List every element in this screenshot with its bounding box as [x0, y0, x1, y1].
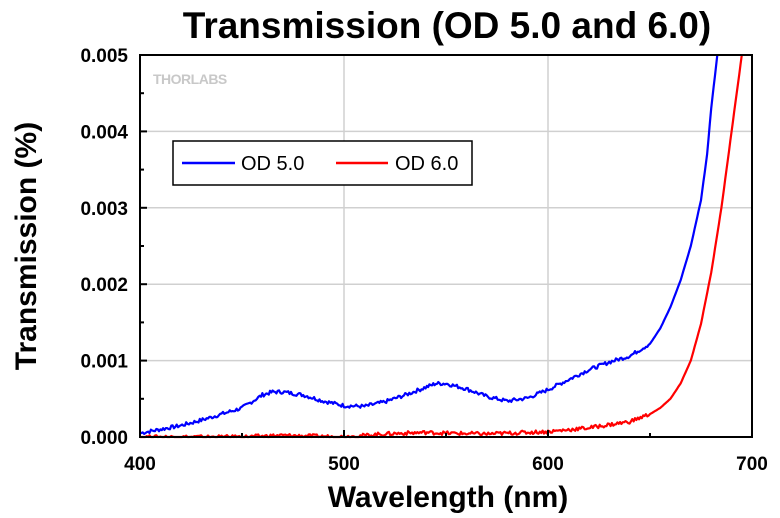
legend-label-od60: OD 6.0 — [395, 153, 458, 175]
x-tick-label: 400 — [124, 454, 156, 475]
legend-label-od50: OD 5.0 — [241, 153, 304, 175]
y-tick-label: 0.000 — [80, 428, 128, 449]
y-tick-label: 0.004 — [80, 122, 128, 143]
legend: OD 5.0 OD 6.0 — [172, 140, 473, 186]
y-tick-label: 0.002 — [80, 275, 128, 296]
y-tick-label: 0.005 — [80, 46, 128, 67]
ticks: 400 500 600 700 0.000 0.001 0.002 0.003 0.004 0.0… — [80, 46, 767, 475]
series-line-od50 — [139, 54, 719, 435]
chart-title: Transmission (OD 5.0 and 6.0) — [183, 5, 711, 46]
x-tick-label: 600 — [532, 454, 564, 475]
y-tick-label: 0.003 — [80, 199, 128, 220]
watermark-logo: THORLABS — [153, 71, 227, 87]
grid — [140, 55, 752, 437]
y-axis-label: Transmission (%) — [10, 122, 43, 370]
x-axis-label: Wavelength (nm) — [328, 481, 569, 514]
x-tick-label: 700 — [736, 454, 768, 475]
plot-frame — [139, 54, 753, 438]
series-layer — [139, 54, 743, 439]
x-tick-label: 500 — [328, 454, 360, 475]
y-tick-label: 0.001 — [80, 352, 128, 373]
series-line-od60 — [140, 54, 743, 439]
